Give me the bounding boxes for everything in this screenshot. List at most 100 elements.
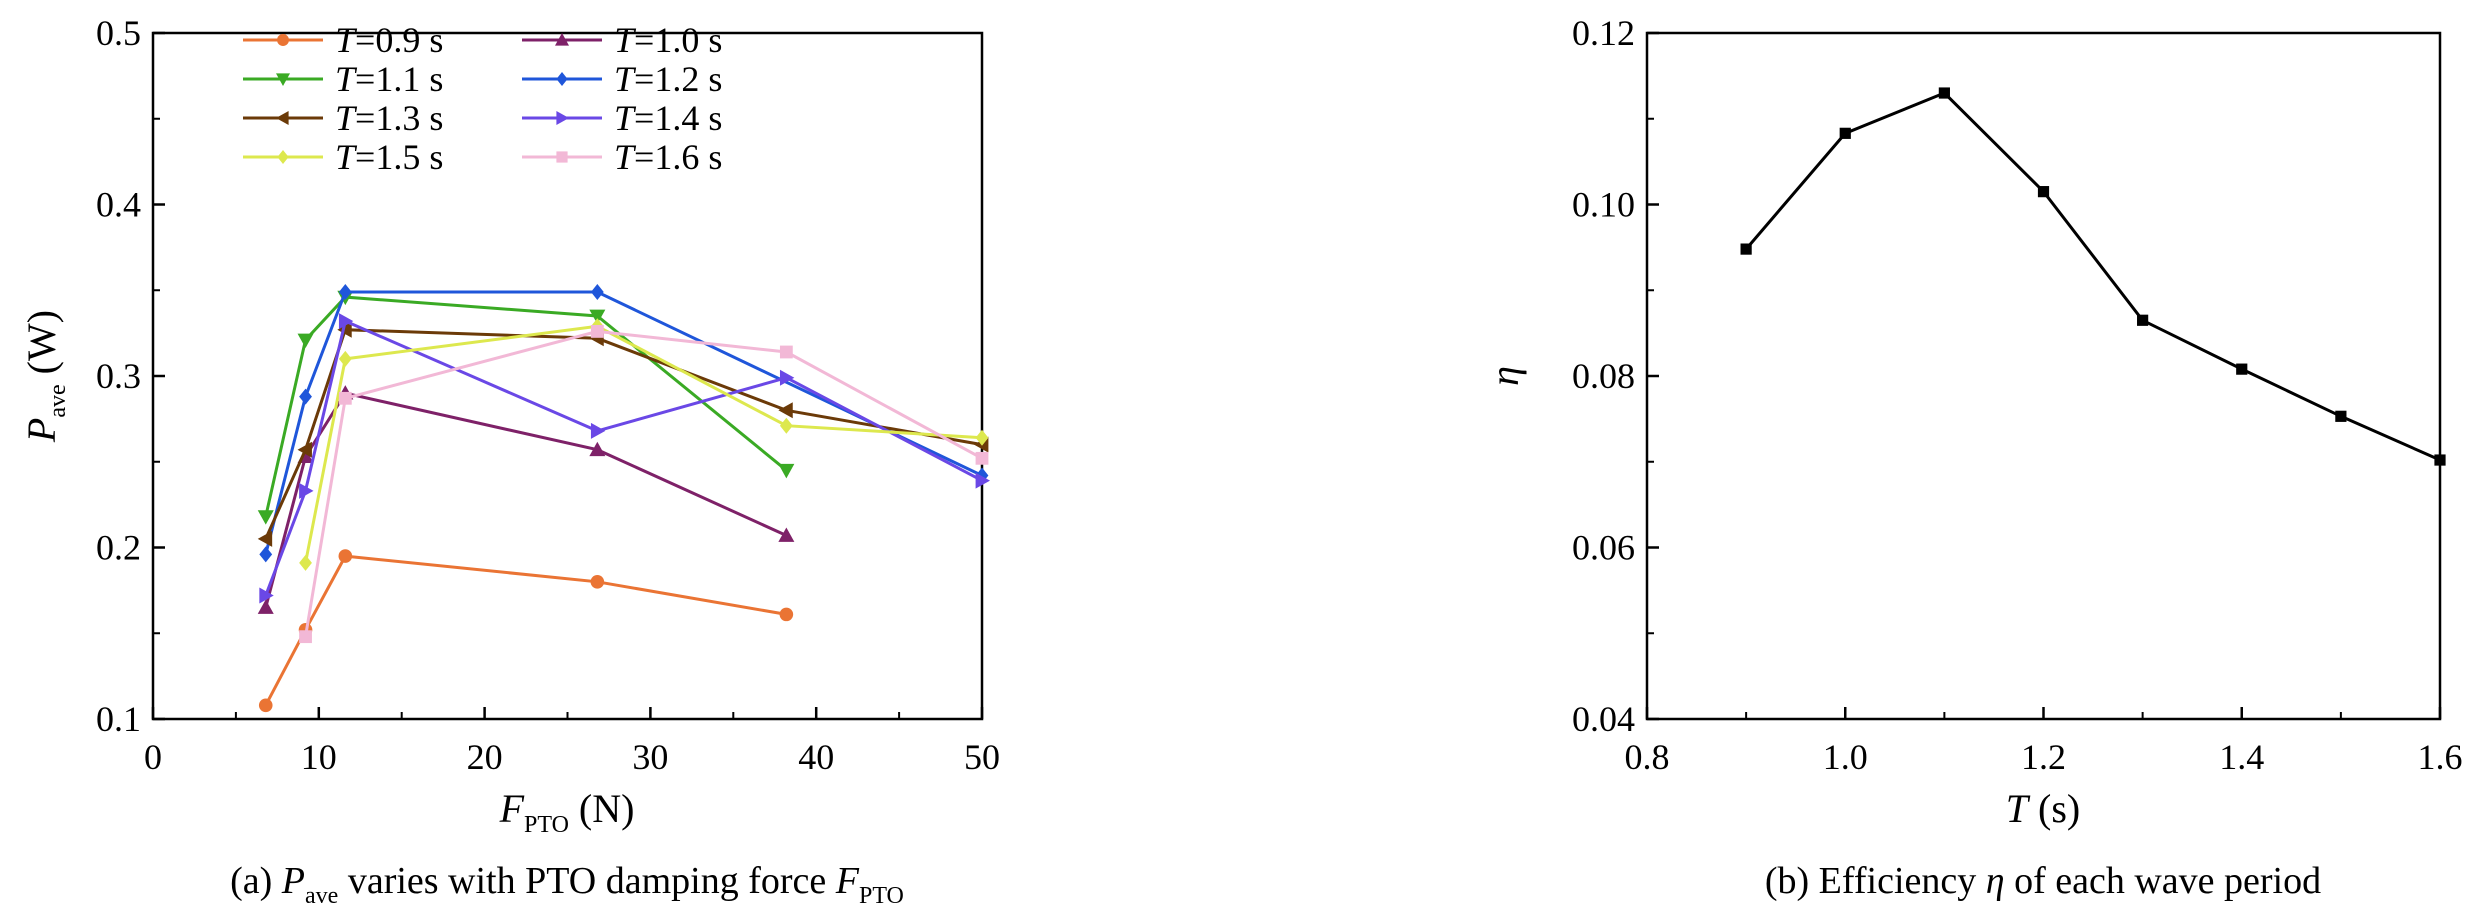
legend-item: T=1.4 s [522, 98, 722, 138]
series-7 [299, 325, 989, 644]
panel-a-plot-frame [151, 31, 984, 721]
x-tick-label: 30 [632, 737, 668, 777]
data-point [589, 441, 606, 457]
data-point [779, 345, 793, 359]
series-0 [258, 549, 794, 713]
legend-swatch-marker [556, 151, 568, 163]
data-point [338, 391, 352, 405]
series-0 [1740, 87, 2446, 466]
data-point [338, 350, 352, 367]
panel-b-series [1740, 87, 2446, 466]
panel-a-ticks: 0 10 20 30 40 50 0.1 0.2 0.3 0.4 0.5 [96, 13, 1000, 777]
legend-item: T=0.9 s [243, 20, 443, 60]
data-point [779, 607, 794, 622]
legend-label: T=0.9 s [335, 20, 443, 60]
y-tick-label: 0.1 [96, 699, 141, 739]
data-point [299, 554, 312, 571]
panel-a: 0 10 20 30 40 50 0.1 0.2 0.3 0.4 0.5 Pave (W) FPTO… [19, 13, 1000, 909]
data-point [778, 463, 795, 479]
data-point [257, 510, 274, 525]
series-line [304, 324, 983, 564]
data-point [299, 482, 314, 499]
legend-label: T=1.4 s [614, 98, 722, 138]
data-point [779, 369, 795, 386]
panel-a-ylabel: Pave (W) [19, 310, 71, 443]
x-tick-label: 1.2 [2021, 737, 2066, 777]
y-tick-label: 0.2 [96, 528, 141, 568]
data-point [2137, 314, 2149, 326]
data-point [975, 429, 989, 446]
legend-swatch-marker [555, 33, 569, 46]
x-tick-label: 1.6 [2418, 737, 2463, 777]
data-point [590, 325, 604, 338]
data-point [338, 549, 353, 563]
series-line [264, 319, 983, 597]
legend-swatch-marker [277, 150, 289, 164]
data-point [299, 388, 312, 405]
x-tick-label: 40 [798, 737, 834, 777]
data-point [2236, 363, 2248, 375]
x-tick-label: 1.4 [2219, 737, 2264, 777]
data-point [257, 530, 273, 547]
legend-label: T=1.1 s [335, 59, 443, 99]
series-3 [259, 283, 989, 563]
legend-item: T=1.2 s [522, 59, 722, 99]
legend-swatch-marker [276, 73, 290, 86]
data-point [589, 309, 606, 324]
series-line [1744, 91, 2441, 462]
data-point [297, 441, 312, 458]
data-point [590, 575, 605, 589]
data-point [778, 527, 795, 542]
legend-swatch-marker [556, 111, 569, 125]
data-point [257, 599, 274, 614]
series-1 [257, 385, 795, 614]
panel-b-caption: (b) Efficiency η of each wave period [1765, 860, 2321, 902]
series-line [264, 328, 983, 540]
panel-a-legend: T=0.9 s T=1.0 s T=1.1 s T=1.2 s T=1.3 s T=1.4… [243, 20, 722, 177]
data-point [1938, 87, 1950, 99]
data-point [590, 422, 606, 439]
data-point [338, 313, 354, 330]
panel-a-xlabel: FPTO (N) [499, 786, 635, 838]
data-point [975, 451, 989, 465]
panel-b-ylabel: η [1482, 366, 1527, 386]
data-point [258, 698, 273, 713]
panel-b-plot-frame [1645, 31, 2442, 721]
data-point [299, 630, 312, 644]
y-tick-label: 0.08 [1572, 356, 1635, 396]
legend-label: T=1.2 s [614, 59, 722, 99]
data-point [259, 546, 273, 563]
legend-item: T=1.5 s [243, 137, 443, 177]
x-tick-label: 20 [467, 737, 503, 777]
x-tick-label: 0.8 [1625, 737, 1670, 777]
data-point [259, 587, 274, 604]
legend-item: T=1.6 s [522, 137, 722, 177]
x-tick-label: 0 [144, 737, 162, 777]
panel-a-caption: (a) Pave varies with PTO damping force F… [230, 860, 904, 909]
data-point [778, 402, 793, 419]
series-5 [259, 313, 990, 604]
y-tick-label: 0.3 [96, 356, 141, 396]
panel-b: 0.8 1.0 1.2 1.4 1.6 0.04 0.06 0.08 0.10 0.12 η T … [1482, 13, 2463, 902]
data-point [975, 472, 990, 489]
data-point [1839, 127, 1851, 139]
y-tick-label: 0.5 [96, 13, 141, 53]
data-point [590, 283, 604, 300]
data-point [338, 283, 352, 300]
legend-label: T=1.6 s [614, 137, 722, 177]
legend-label: T=1.5 s [335, 137, 443, 177]
x-tick-label: 1.0 [1823, 737, 1868, 777]
y-tick-label: 0.06 [1572, 528, 1635, 568]
legend-swatch-marker [276, 111, 289, 125]
panel-a-series [257, 283, 990, 713]
x-tick-label: 50 [964, 737, 1000, 777]
y-tick-label: 0.4 [96, 185, 141, 225]
data-point [297, 333, 314, 348]
legend-label: T=1.0 s [614, 20, 722, 60]
y-tick-label: 0.10 [1572, 185, 1635, 225]
data-point [2335, 410, 2347, 422]
legend-label: T=1.3 s [335, 98, 443, 138]
y-tick-label: 0.12 [1572, 13, 1635, 53]
series-2 [257, 290, 795, 525]
